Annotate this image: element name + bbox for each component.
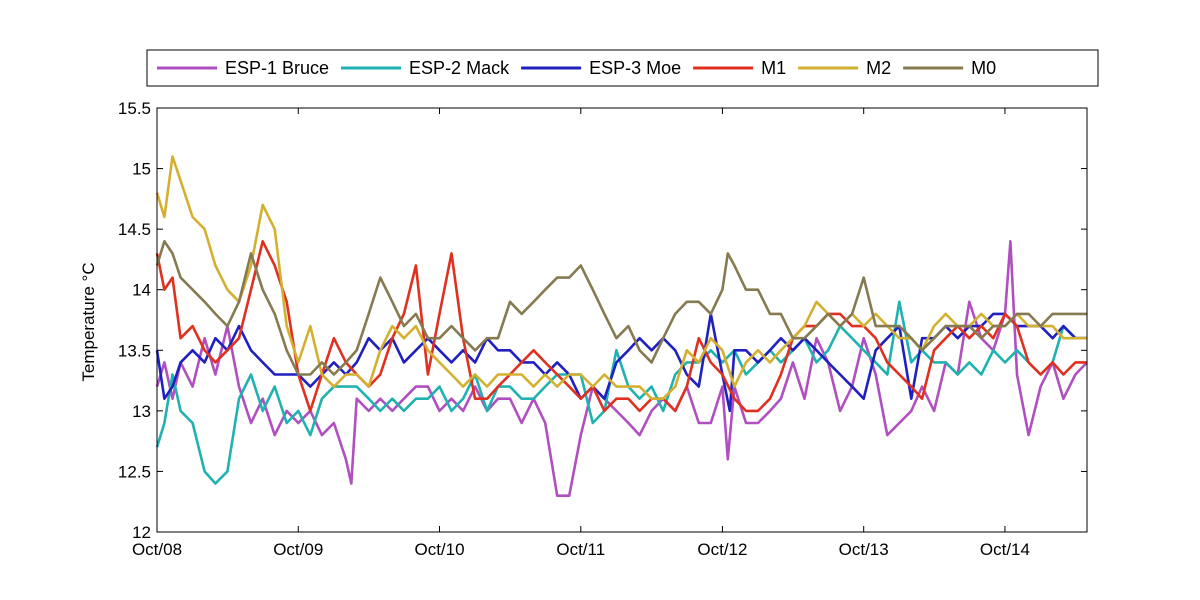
x-tick-label: Oct/13 xyxy=(839,540,889,559)
series-line-5 xyxy=(155,155,1087,400)
x-tick-label: Oct/11 xyxy=(556,540,605,559)
y-tick-label: 12.5 xyxy=(118,462,151,481)
series-line-4 xyxy=(155,240,1087,413)
legend-label: M1 xyxy=(761,58,786,78)
legend-label: ESP-2 Mack xyxy=(409,58,510,78)
x-tick-label: Oct/09 xyxy=(273,540,323,559)
legend-entry-6: M0 xyxy=(903,58,996,78)
plot-frame xyxy=(156,107,1088,533)
legend-entry-3: ESP-3 Moe xyxy=(521,58,681,78)
legend-entry-4: M1 xyxy=(693,58,786,78)
legend-label: ESP-3 Moe xyxy=(589,58,681,78)
y-tick-label: 15.5 xyxy=(118,99,151,118)
y-axis-label: Temperature °C xyxy=(79,262,98,381)
legend-label: ESP-1 Bruce xyxy=(225,58,329,78)
y-tick-label: 13 xyxy=(132,402,151,421)
y-tick-label: 14.5 xyxy=(118,220,151,239)
y-tick-label: 12 xyxy=(132,523,151,542)
legend-entry-2: ESP-2 Mack xyxy=(341,58,510,78)
y-tick-label: 15 xyxy=(132,160,151,179)
x-tick-label: Oct/08 xyxy=(132,540,182,559)
x-tick-label: Oct/10 xyxy=(414,540,464,559)
legend-entry-1: ESP-1 Bruce xyxy=(157,58,329,78)
plot-area: 12 12.5 13 13.5 14 14.5 15 15.5 Oct/08 Oct/09 Oct… xyxy=(118,99,1088,559)
y-tick-label: 14 xyxy=(132,281,151,300)
series-line-6 xyxy=(155,240,1087,376)
x-tick-label: Oct/14 xyxy=(980,540,1030,559)
series-line-2 xyxy=(155,300,1087,485)
x-tick-label: Oct/12 xyxy=(697,540,747,559)
legend: ESP-1 Bruce ESP-2 Mack ESP-3 Moe M1 M2 M0 xyxy=(146,49,1099,87)
y-tick-label: 13.5 xyxy=(118,341,151,360)
legend-entry-5: M2 xyxy=(798,58,891,78)
legend-label: M2 xyxy=(866,58,891,78)
series-line-1 xyxy=(155,240,1088,497)
legend-label: M0 xyxy=(971,58,996,78)
